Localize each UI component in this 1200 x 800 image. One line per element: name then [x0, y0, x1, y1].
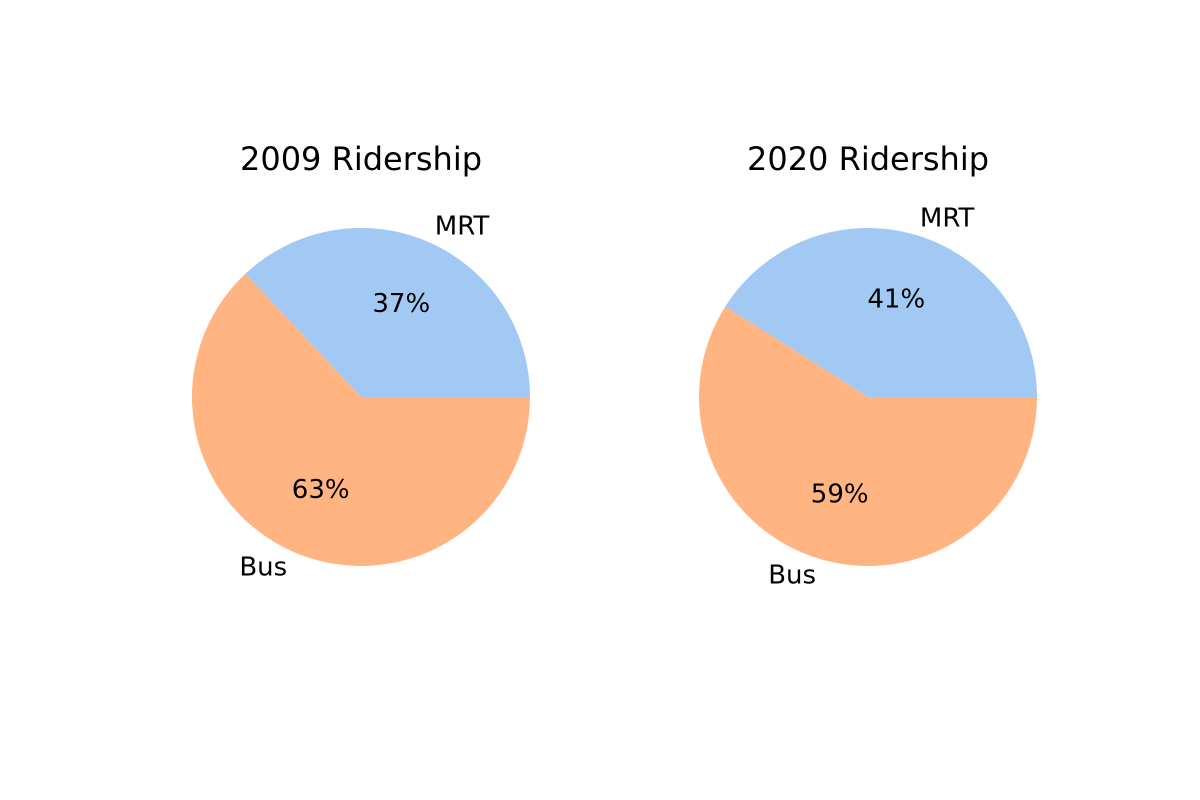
pie-slice-mrt-2020: [725, 228, 1037, 397]
pie-slices-2020: [698, 228, 1037, 567]
chart-title-2009: 2009 Ridership: [240, 140, 482, 178]
pct-label-bus-2020: 59%: [811, 479, 869, 509]
pie-chart-2020: 2020 Ridership MRT 41% Bus 59%: [698, 140, 1037, 591]
pie-slice-bus-2020: [698, 306, 1037, 567]
pct-label-mrt-2009: 37%: [372, 289, 430, 319]
slice-label-bus-2020: Bus: [768, 561, 816, 591]
pie-slices-2009: [192, 227, 531, 566]
pct-label-mrt-2020: 41%: [867, 285, 925, 315]
slice-label-mrt-2009: MRT: [435, 211, 490, 241]
slice-label-bus-2009: Bus: [239, 553, 287, 583]
pie-slice-bus-2009: [192, 273, 531, 566]
pie-labels-2020: MRT 41% Bus 59%: [768, 204, 974, 591]
chart-title-2020: 2020 Ridership: [747, 140, 989, 178]
pct-label-bus-2009: 63%: [292, 475, 350, 505]
pie-slice-mrt-2009: [245, 227, 530, 397]
slice-label-mrt-2020: MRT: [920, 204, 975, 234]
pie-labels-2009: MRT 37% Bus 63%: [239, 211, 489, 582]
pie-chart-2009: 2009 Ridership MRT 37% Bus 63%: [192, 140, 531, 583]
